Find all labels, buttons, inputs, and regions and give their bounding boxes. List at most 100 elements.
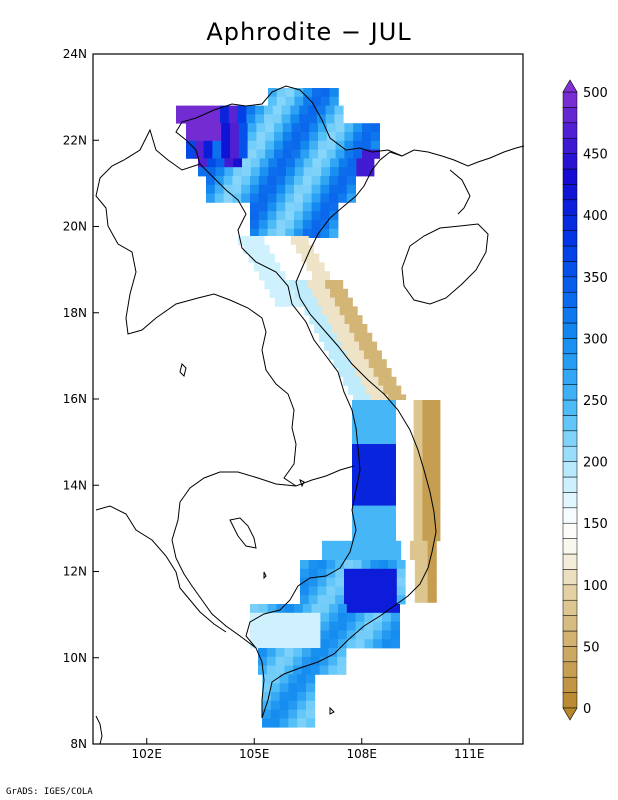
precip-cell xyxy=(413,408,423,418)
precip-cell xyxy=(206,193,216,203)
precip-cell xyxy=(355,639,365,649)
precip-cell xyxy=(212,149,222,159)
precip-cell xyxy=(329,193,339,203)
precip-cell xyxy=(242,158,252,168)
precip-cell xyxy=(302,184,312,194)
precip-cell xyxy=(302,211,312,221)
precip-cell xyxy=(312,167,322,177)
precip-cell xyxy=(401,540,411,550)
colorbar-segment xyxy=(562,676,578,693)
precip-cell xyxy=(387,461,397,471)
precip-cell xyxy=(396,461,406,471)
precip-cell xyxy=(334,297,345,307)
precip-cell xyxy=(346,630,356,640)
precip-cell xyxy=(264,105,274,115)
colorbar-segment xyxy=(562,307,578,324)
precip-cell xyxy=(361,586,371,596)
precip-cell xyxy=(317,560,327,570)
precip-cell xyxy=(369,400,379,410)
precip-cell xyxy=(422,532,432,542)
precip-cell xyxy=(302,604,312,614)
precip-cell xyxy=(317,586,327,596)
precip-cell xyxy=(287,244,297,254)
precip-cell xyxy=(413,461,423,471)
precip-cell xyxy=(364,368,374,378)
colorbar-label: 450 xyxy=(583,148,608,163)
precip-cell xyxy=(270,692,280,702)
precip-cell xyxy=(203,132,213,142)
precip-cell xyxy=(396,444,406,454)
precip-cell xyxy=(329,211,339,221)
precip-cell xyxy=(294,176,304,186)
precip-cell xyxy=(302,630,312,640)
precip-cell xyxy=(267,220,277,230)
precip-cell xyxy=(279,700,289,710)
precip-cell xyxy=(369,488,379,498)
lat-tick-label: 10N xyxy=(63,651,87,665)
precip-cell xyxy=(212,140,222,150)
precip-cell xyxy=(360,376,371,386)
precip-cell xyxy=(320,621,330,631)
precip-cell xyxy=(352,514,362,524)
precip-cell xyxy=(374,549,384,559)
lat-tick-label: 20N xyxy=(63,220,87,234)
precip-cell xyxy=(387,452,397,462)
precip-cell xyxy=(422,523,432,533)
precip-cell xyxy=(223,193,233,203)
precip-cell xyxy=(392,549,402,559)
precip-cell xyxy=(267,271,278,281)
precip-cell xyxy=(203,123,213,133)
precip-cell xyxy=(265,149,275,159)
precip-cell xyxy=(352,505,362,515)
precip-cell xyxy=(250,158,260,168)
precip-cell xyxy=(243,244,253,254)
precip-cell xyxy=(303,96,313,106)
precip-cell xyxy=(320,228,330,238)
footer-credit: GrADS: IGES/COLA xyxy=(6,787,93,797)
precip-cell xyxy=(343,376,353,386)
precip-cell xyxy=(360,523,370,533)
precip-cell xyxy=(328,648,338,658)
precip-cell xyxy=(319,665,329,675)
precip-cell xyxy=(302,220,312,230)
precip-cell xyxy=(270,674,280,684)
precip-cell xyxy=(390,604,400,614)
precip-cell xyxy=(253,262,264,272)
precip-cell xyxy=(297,718,307,728)
precip-cell xyxy=(355,621,365,631)
precip-cell xyxy=(250,621,260,631)
precip-cell xyxy=(267,621,277,631)
precip-cell xyxy=(427,593,437,603)
precip-cell xyxy=(238,236,248,246)
precip-cell xyxy=(258,648,268,658)
colorbar-label: 200 xyxy=(583,456,608,471)
precip-cell xyxy=(264,114,274,124)
precip-cell xyxy=(318,149,328,159)
precip-cell xyxy=(250,184,260,194)
precip-cell xyxy=(250,612,260,622)
precip-cell xyxy=(404,452,414,462)
precip-cell xyxy=(359,359,370,369)
precip-cell xyxy=(366,540,376,550)
precip-cell xyxy=(344,560,354,570)
precip-cell xyxy=(299,236,309,246)
precip-cell xyxy=(300,123,310,133)
precip-cell xyxy=(206,158,216,168)
precip-cell xyxy=(308,297,318,307)
lon-tick-label: 105E xyxy=(239,747,270,761)
precip-cell xyxy=(322,306,332,316)
precip-cell xyxy=(258,630,268,640)
lon-tick-label: 111E xyxy=(454,747,485,761)
precip-cell xyxy=(338,288,349,298)
precip-cell xyxy=(269,244,279,254)
precip-cell xyxy=(348,306,358,316)
precip-cell xyxy=(378,435,388,445)
precip-cell xyxy=(352,479,362,489)
precip-cell xyxy=(285,202,295,212)
precip-cell xyxy=(337,350,347,360)
precip-cell xyxy=(214,184,224,194)
precip-cell xyxy=(270,718,280,728)
precip-cell xyxy=(276,271,286,281)
precip-cell xyxy=(276,211,286,221)
precip-cell xyxy=(285,639,295,649)
